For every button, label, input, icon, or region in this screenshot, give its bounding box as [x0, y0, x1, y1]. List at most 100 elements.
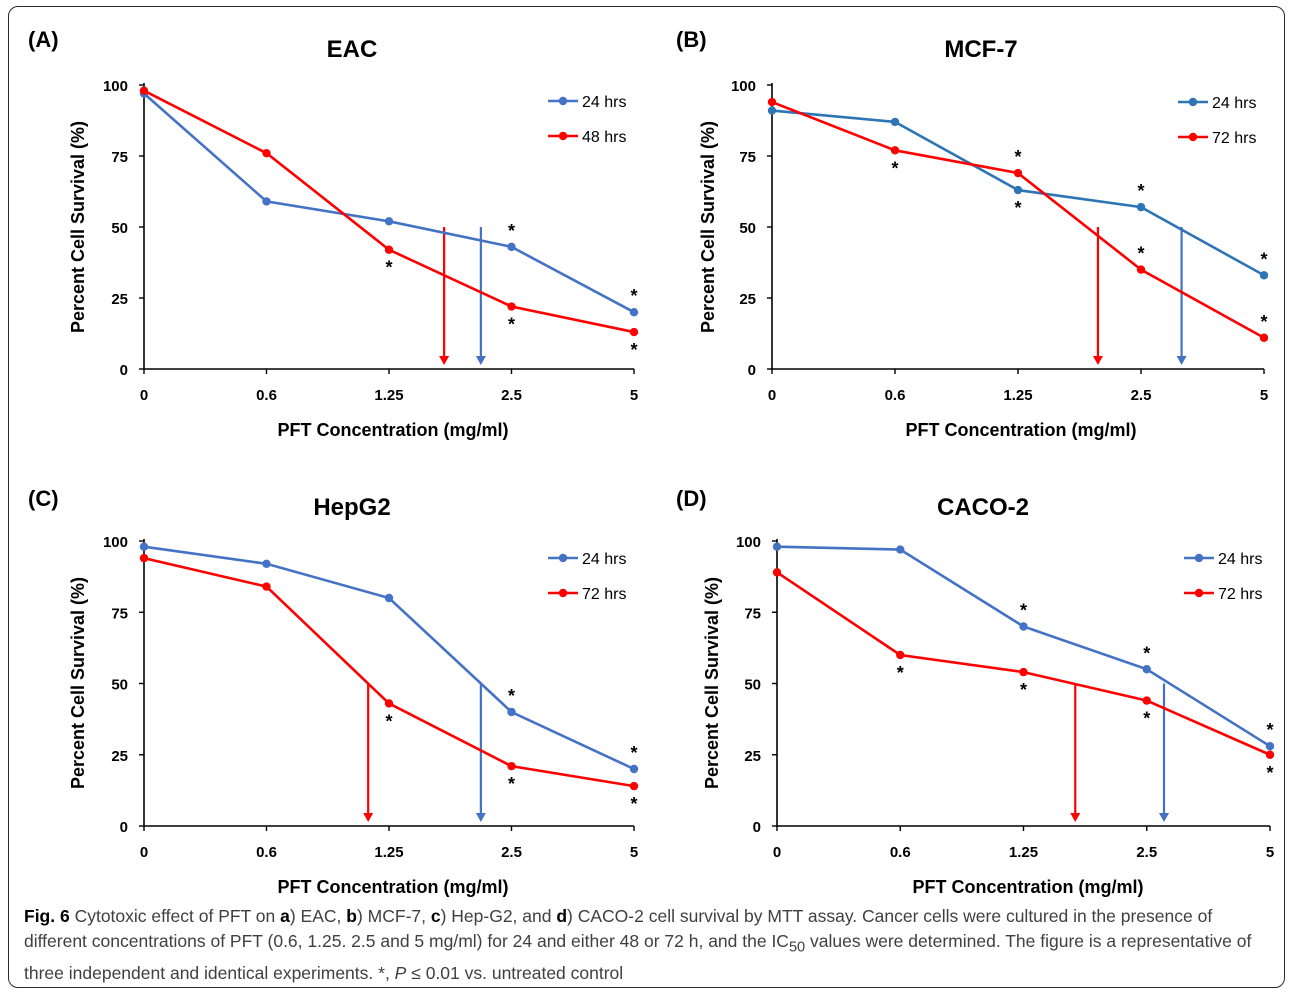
y-axis-label: Percent Cell Survival (%) [68, 577, 88, 789]
significance-star: * [1137, 244, 1144, 264]
ic50-arrow-head [1176, 356, 1187, 365]
significance-star: * [891, 158, 898, 178]
caption-text-7: ≤ 0.01 vs. untreated control [406, 962, 624, 983]
data-point [262, 582, 271, 591]
data-point [384, 245, 394, 254]
significance-star: * [1260, 249, 1267, 269]
x-tick-label: 0.6 [256, 387, 277, 404]
legend-marker [558, 131, 568, 141]
y-tick-label: 75 [111, 149, 128, 166]
y-tick-label: 0 [120, 819, 128, 836]
data-point [1265, 750, 1275, 759]
caption-p-letter: P [394, 962, 407, 983]
y-axis-label: Percent Cell Survival (%) [68, 121, 88, 333]
significance-star: * [1020, 680, 1027, 700]
x-axis-label: PFT Concentration (mg/ml) [913, 877, 1144, 897]
y-tick-label: 0 [748, 362, 756, 379]
series-line [143, 92, 635, 314]
x-tick-label: 1.25 [1009, 844, 1038, 861]
y-tick-label: 75 [739, 149, 756, 166]
legend-label: 24 hrs [1212, 95, 1256, 112]
significance-star: * [385, 711, 392, 731]
significance-star: * [630, 286, 637, 306]
chart-title: EAC [327, 36, 378, 63]
data-point [1019, 667, 1028, 677]
significance-star: * [508, 774, 515, 794]
legend-label: 48 hrs [582, 129, 626, 146]
x-tick-label: 2.5 [1136, 844, 1157, 861]
ic50-arrow-head [1070, 813, 1081, 822]
significance-star: * [1014, 198, 1021, 218]
caption-letter-c: c [430, 906, 441, 926]
data-point [629, 308, 639, 317]
data-point [1259, 333, 1269, 342]
data-point [384, 217, 394, 226]
data-point [1136, 202, 1146, 212]
data-point [629, 327, 639, 337]
chart-panel-d: (D) CACO-2 0 25 50 75 100 0 0.6 1.25 2.5 5 PFT Conce… [676, 486, 1275, 897]
chart-title: HepG2 [313, 494, 390, 521]
y-tick-label: 100 [736, 534, 761, 551]
caption-label: Fig. 6 [24, 906, 70, 926]
data-point [890, 146, 900, 155]
chart-title: MCF-7 [944, 36, 1017, 63]
y-tick-label: 50 [744, 677, 761, 694]
data-point [139, 553, 149, 563]
figure-frame [8, 6, 1285, 988]
y-tick-label: 50 [111, 220, 128, 237]
ic50-arrow-head [439, 356, 450, 365]
series-line [776, 545, 1271, 748]
data-point [629, 781, 639, 791]
data-point [384, 699, 394, 708]
significance-star: * [1266, 720, 1273, 740]
legend-marker [558, 553, 568, 563]
y-tick-label: 100 [731, 78, 756, 95]
legend-marker [1188, 97, 1198, 107]
legend-label: 72 hrs [1218, 586, 1262, 603]
data-point [262, 559, 271, 568]
significance-star: * [1137, 181, 1144, 201]
ic50-arrow-head [1092, 356, 1103, 365]
legend-label: 72 hrs [582, 586, 626, 603]
ic50-arrow-head [1159, 813, 1170, 822]
x-tick-label: 5 [1266, 844, 1274, 861]
y-tick-label: 25 [111, 291, 128, 308]
caption-letter-b: b [346, 906, 357, 926]
legend-marker [558, 96, 568, 106]
significance-star: * [1014, 147, 1021, 167]
x-axis-label: PFT Concentration (mg/ml) [278, 877, 509, 897]
y-axis-label: Percent Cell Survival (%) [698, 121, 718, 333]
series-line [143, 545, 635, 771]
data-point [896, 650, 905, 660]
x-tick-label: 0 [768, 387, 776, 404]
data-point [767, 97, 777, 107]
legend-label: 24 hrs [582, 94, 626, 111]
data-point [262, 148, 271, 158]
data-point [507, 242, 516, 252]
significance-star: * [1020, 601, 1027, 621]
x-tick-label: 2.5 [1131, 387, 1152, 404]
panel-label: (D) [676, 486, 707, 511]
chart-panel-c: (C) HepG2 0 25 50 75 100 0 0.6 1.25 2.5 5 PFT Concen… [28, 486, 639, 897]
y-tick-label: 75 [111, 605, 128, 622]
significance-star: * [630, 340, 637, 360]
y-tick-label: 25 [739, 291, 756, 308]
figure-caption: Fig. 6 Cytotoxic effect of PFT on a) EAC… [24, 904, 1269, 986]
y-tick-label: 75 [744, 605, 761, 622]
significance-star: * [1143, 709, 1150, 729]
y-tick-label: 100 [103, 78, 128, 95]
legend-marker [1188, 132, 1198, 142]
x-tick-label: 2.5 [501, 844, 522, 861]
significance-star: * [1143, 643, 1150, 663]
x-tick-label: 2.5 [501, 387, 522, 404]
caption-text-1: Cytotoxic effect of PFT on [69, 906, 281, 926]
x-tick-label: 0.6 [256, 844, 277, 861]
x-tick-label: 0 [773, 844, 781, 861]
significance-star: * [508, 221, 515, 241]
chart-title: CACO-2 [937, 494, 1029, 521]
x-tick-label: 0.6 [885, 387, 906, 404]
y-tick-label: 25 [744, 748, 761, 765]
ic50-arrow-head [475, 356, 486, 365]
data-point [1019, 622, 1028, 631]
